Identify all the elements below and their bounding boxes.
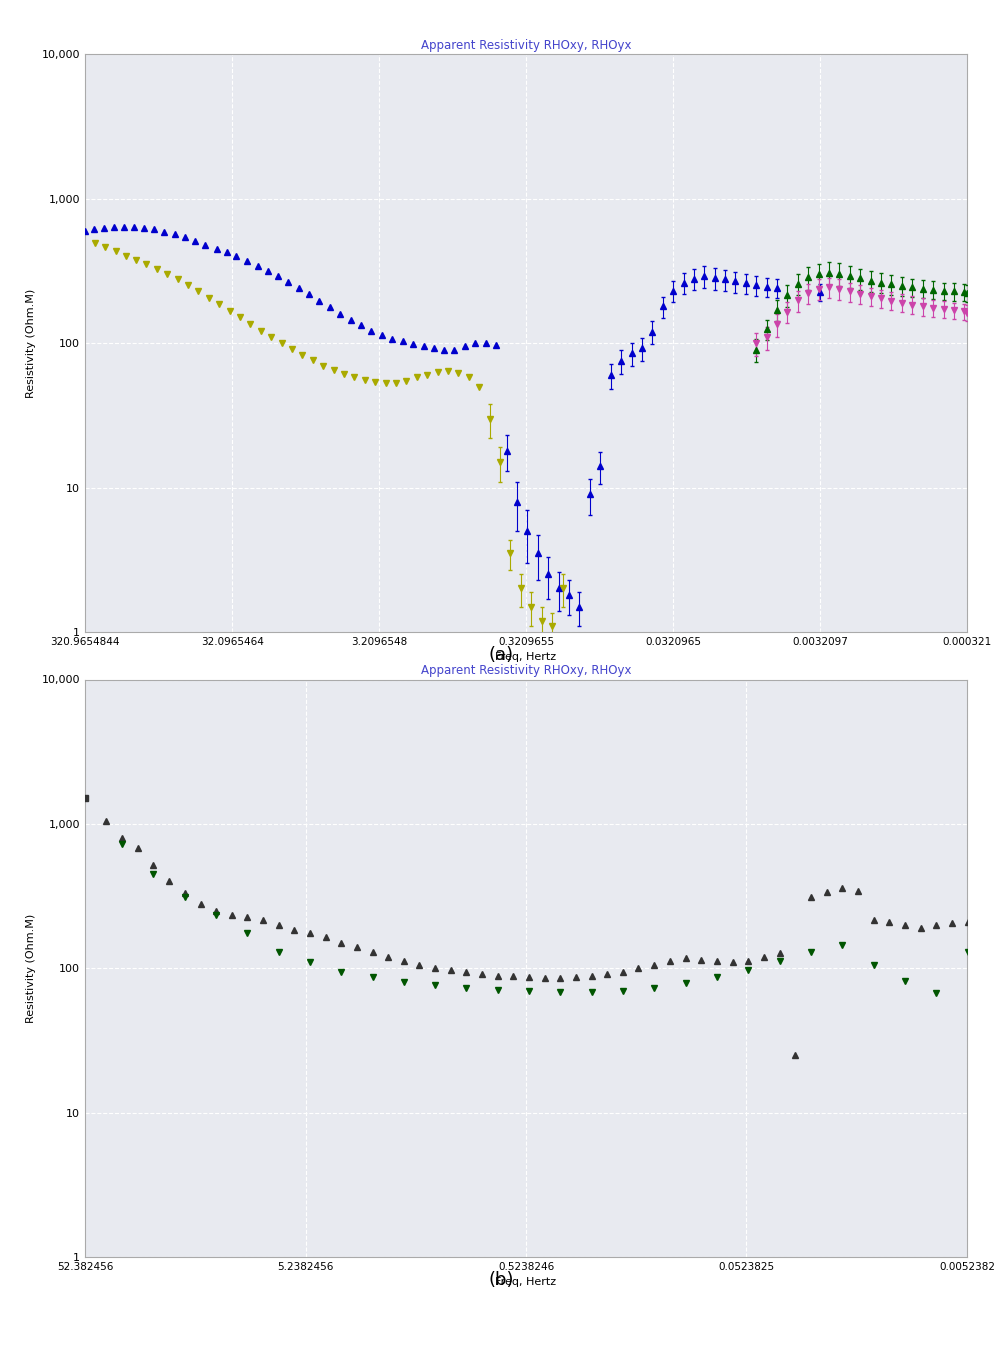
Text: (b): (b) bbox=[488, 1271, 514, 1288]
Y-axis label: Resistivity (Ohm.M): Resistivity (Ohm.M) bbox=[26, 288, 36, 398]
Y-axis label: Resistivity (Ohm.M): Resistivity (Ohm.M) bbox=[26, 913, 36, 1023]
Title: Apparent Resistivity RHOxy, RHOyx: Apparent Resistivity RHOxy, RHOyx bbox=[421, 665, 631, 677]
X-axis label: Freq, Hertz: Freq, Hertz bbox=[495, 652, 557, 662]
X-axis label: Freq, Hertz: Freq, Hertz bbox=[495, 1277, 557, 1287]
Title: Apparent Resistivity RHOxy, RHOyx: Apparent Resistivity RHOxy, RHOyx bbox=[421, 39, 631, 52]
Text: (a): (a) bbox=[488, 646, 514, 663]
